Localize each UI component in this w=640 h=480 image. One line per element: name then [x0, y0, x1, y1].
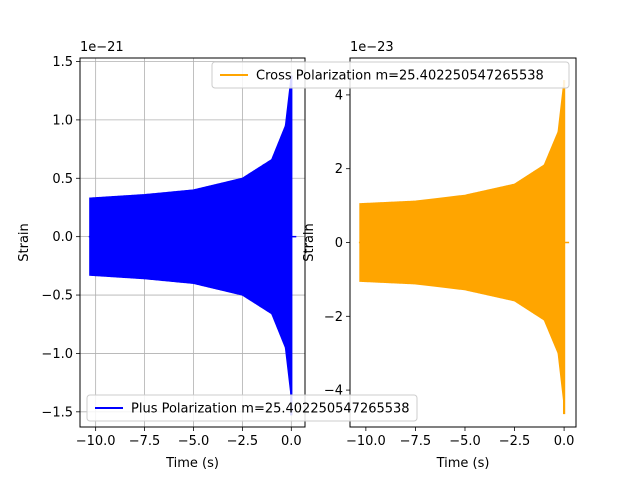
y-tick-label: −1.0 [41, 347, 73, 362]
legend-label: Cross Polarization m=25.402250547265538 [256, 69, 544, 84]
y-tick-label: 1.0 [52, 113, 73, 128]
series-line [358, 80, 570, 415]
x-tick-label: −5.0 [178, 434, 210, 449]
y-tick-label: 1.5 [52, 55, 73, 70]
y-axis-label: Strain [302, 223, 317, 262]
y-tick-label: 4 [335, 88, 343, 103]
x-tick-label: −7.5 [129, 434, 161, 449]
legend: Cross Polarization m=25.402250547265538 [211, 61, 570, 89]
x-axis-label: Time (s) [436, 456, 490, 471]
y-tick-label: −1.5 [41, 405, 73, 420]
x-tick-label: −2.5 [227, 434, 259, 449]
x-tick-label: −7.5 [400, 434, 432, 449]
series-line [88, 75, 297, 416]
y-tick-label: 2 [335, 162, 343, 177]
y-tick-label: −2 [324, 310, 343, 325]
x-tick-label: 0.0 [281, 434, 302, 449]
x-tick-label: 0.0 [554, 434, 575, 449]
y-tick-label: 0.0 [52, 230, 73, 245]
x-tick-label: −2.5 [499, 434, 531, 449]
y-offset-label: 1e−23 [350, 40, 394, 55]
x-tick-label: −10.0 [76, 434, 116, 449]
y-offset-label: 1e−21 [80, 40, 124, 55]
legend: Plus Polarization m=25.402250547265538 [86, 394, 418, 422]
y-tick-label: 0 [335, 236, 343, 251]
x-tick-label: −10.0 [346, 434, 386, 449]
y-tick-label: 0.5 [52, 172, 73, 187]
axes-frame [79, 57, 306, 428]
x-tick-label: −5.0 [449, 434, 481, 449]
y-tick-label: −0.5 [41, 289, 73, 304]
legend-box [211, 61, 570, 89]
legend-label: Plus Polarization m=25.402250547265538 [131, 402, 410, 417]
legend-box [86, 394, 418, 422]
y-axis-label: Strain [17, 223, 32, 262]
x-axis-label: Time (s) [165, 456, 219, 471]
